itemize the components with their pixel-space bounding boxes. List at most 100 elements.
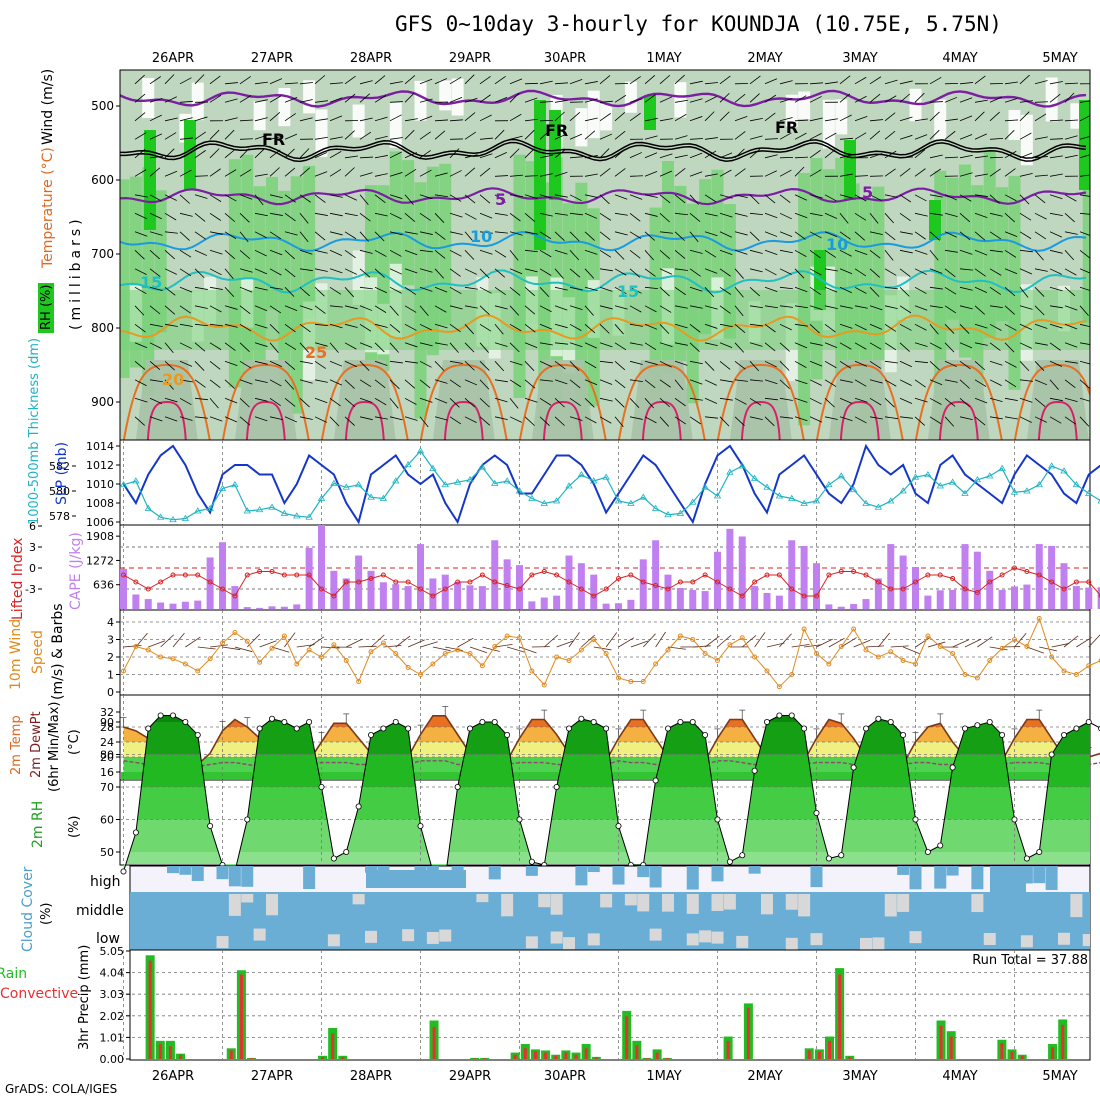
wind-barb (599, 416, 612, 424)
thickness-marker (503, 477, 511, 484)
rh-cell (266, 177, 278, 310)
wind-barb (689, 305, 703, 309)
wind10-barb (704, 635, 720, 648)
wind-barb (794, 132, 807, 140)
wind-barb (659, 379, 671, 388)
wind-barb (584, 286, 598, 292)
wind-barb (779, 361, 790, 371)
wind-barb (839, 75, 851, 85)
wind-barb (164, 268, 177, 275)
wind10-marker (195, 668, 201, 674)
wind-barb (824, 286, 838, 293)
wind-barb (779, 286, 793, 290)
wind10-barb (210, 644, 229, 648)
wind-barb (794, 166, 805, 177)
date-label-top: 26APR (152, 51, 194, 66)
wind-barb (194, 116, 208, 122)
li-marker (1036, 572, 1042, 578)
wind-barb (674, 99, 688, 103)
wind10-barb (494, 643, 513, 648)
wind10-barb (234, 646, 253, 653)
wind-barb (224, 169, 237, 177)
precip-bar-convective (321, 1056, 325, 1059)
cloud-gap-low (686, 933, 699, 946)
cloud-gap-middle (686, 894, 699, 914)
li-marker (665, 586, 671, 592)
wind-barb (839, 137, 853, 140)
wind-barb (689, 323, 701, 333)
wind-barb (659, 249, 671, 260)
wind-barb (374, 155, 388, 159)
wind-barb (329, 97, 343, 103)
wind-barb (839, 154, 853, 159)
wind-barb (239, 398, 250, 408)
rh2m-marker (318, 784, 325, 791)
wind10-barb (457, 637, 474, 648)
wind-barb (359, 249, 373, 254)
cloud-gap-low (439, 929, 452, 942)
wind-barb (464, 342, 475, 353)
wind10-marker (492, 644, 498, 649)
wind-barb (419, 78, 433, 85)
precip-bar-convective (564, 1052, 568, 1059)
date-label-top: 2MAY (747, 51, 782, 66)
wind10-marker (987, 658, 993, 663)
wind-barb (644, 231, 655, 241)
rh2m-marker (367, 732, 374, 739)
wind-barb (494, 75, 506, 85)
thickness-marker (775, 492, 784, 499)
wind10-marker (566, 658, 572, 663)
wind-barb (779, 231, 793, 237)
cloud-gap-low (1082, 934, 1090, 947)
wind10-marker (950, 651, 956, 656)
wind-barb (509, 113, 522, 122)
wind-barb (254, 286, 268, 291)
wind-barb (794, 342, 808, 349)
wind-barb (809, 249, 821, 259)
li-marker (999, 572, 1005, 578)
cape-bar (986, 570, 994, 609)
wind10-marker (925, 633, 931, 639)
wind-barb (299, 231, 309, 243)
li-marker (442, 586, 448, 592)
precip-bar-convective (939, 1025, 943, 1059)
wind-barb (449, 76, 462, 85)
wind-barb (1049, 138, 1064, 140)
wind-barb (209, 286, 223, 290)
wind-barb (644, 118, 658, 122)
wind-barb (164, 231, 178, 234)
cloud-unit: (%) (39, 903, 54, 926)
precip-bar-convective (828, 1040, 832, 1059)
wind-barb (554, 286, 568, 291)
wind-barb (779, 98, 793, 103)
wind-barb (479, 268, 490, 279)
wind-barb (569, 231, 580, 242)
wind-barb (419, 231, 433, 235)
wind-barb (464, 194, 476, 204)
wind-barb (869, 76, 882, 85)
wind-barb (134, 360, 146, 370)
wind-barb (749, 397, 762, 406)
wind10-barb (902, 646, 920, 655)
wind-barb (584, 130, 596, 140)
wind-barb (614, 168, 626, 177)
wind-barb (599, 305, 613, 310)
cloud-high-label: high (90, 874, 121, 890)
wind-barb (929, 76, 942, 85)
wind-barb (464, 286, 478, 290)
wind-barb (869, 305, 883, 311)
wind10-barb (841, 637, 857, 648)
wind-barb (269, 379, 282, 387)
wind10-marker (578, 647, 584, 653)
wind-barb (404, 286, 416, 295)
tick-label: 1 (107, 669, 114, 682)
thickness-marker (429, 464, 437, 471)
wind-barb (209, 360, 221, 370)
rh-low-hump (729, 360, 792, 440)
thickness-marker (293, 512, 301, 519)
cape-bar (998, 589, 1006, 609)
wind-barb (509, 174, 523, 177)
wind-barb (614, 149, 626, 159)
wind-barb (449, 268, 461, 277)
wind-barb (749, 379, 763, 382)
